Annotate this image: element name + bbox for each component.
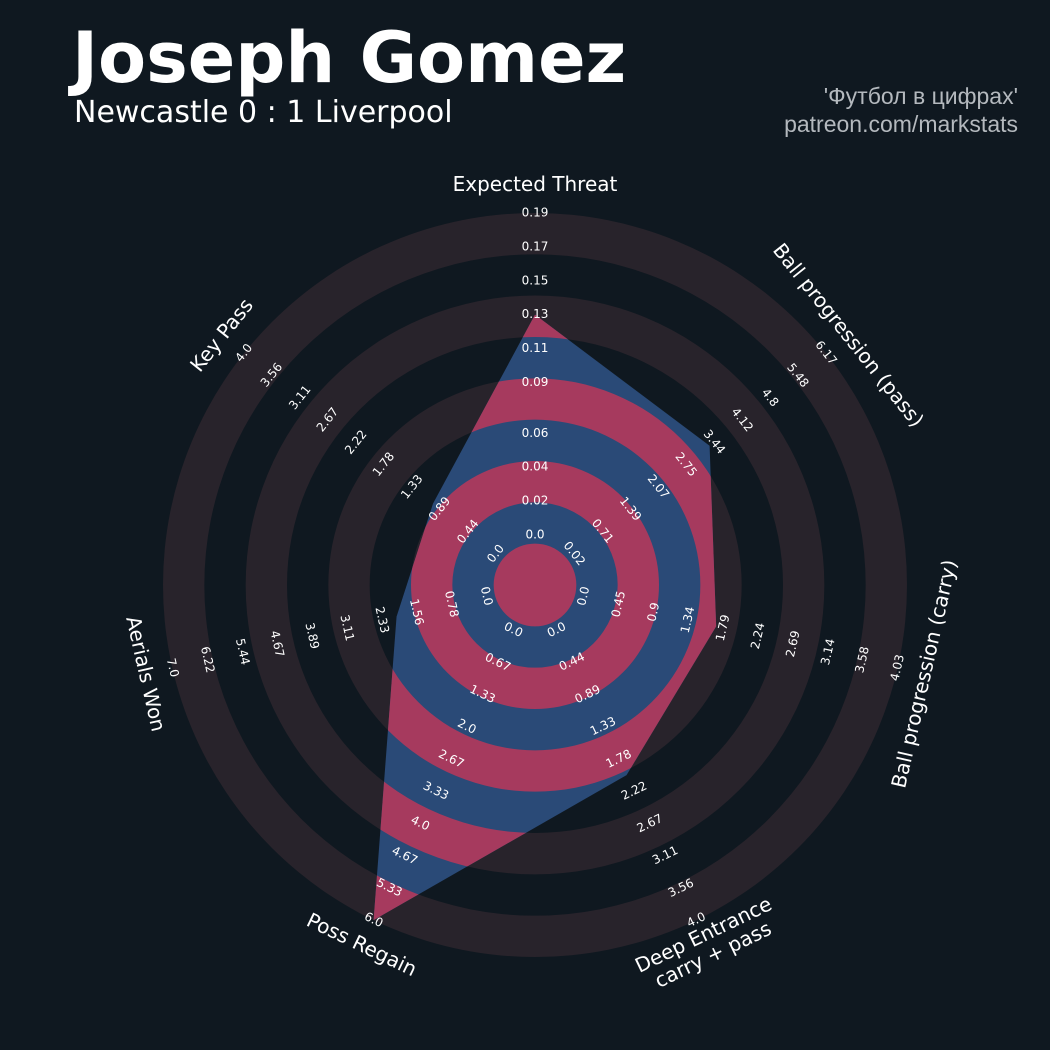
tick-label: 6.22: [198, 645, 218, 674]
tick-label: 4.67: [268, 629, 288, 658]
tick-label: 0.13: [522, 307, 549, 321]
tick-label: 1.34: [678, 605, 698, 634]
tick-label: 0.11: [522, 341, 549, 355]
tick-label: 2.24: [748, 621, 768, 650]
tick-label: 0.0: [478, 585, 496, 607]
tick-label: 3.89: [302, 621, 322, 650]
tick-label: 3.58: [852, 645, 872, 674]
tick-label: 7.0: [164, 657, 182, 679]
polygon-band: [411, 461, 659, 709]
tick-label: 2.69: [783, 629, 803, 658]
tick-label: 0.0: [525, 528, 544, 542]
tick-label: 3.11: [337, 613, 357, 642]
polygon-bands: [373, 314, 717, 921]
tick-label: 0.78: [442, 589, 462, 618]
credit: patreon.com/markstats: [784, 111, 1018, 137]
tick-label: 4.03: [887, 653, 907, 682]
tick-label: 2.33: [372, 605, 392, 634]
credit: 'Футбол в цифрах': [824, 83, 1018, 109]
title: Joseph Gomez: [68, 17, 626, 99]
tick-label: 0.09: [522, 375, 549, 389]
tick-label: 0.0: [574, 585, 592, 607]
param-label-line: Expected Threat: [453, 172, 618, 196]
tick-label: 5.44: [233, 637, 253, 666]
tick-label: 3.14: [818, 637, 838, 666]
tick-label: 1.79: [713, 613, 733, 642]
subtitle: Newcastle 0 : 1 Liverpool: [74, 95, 453, 130]
param-label: Expected Threat: [453, 172, 618, 196]
tick-label: 0.19: [522, 206, 549, 220]
tick-label: 0.04: [522, 460, 549, 474]
tick-label: 0.02: [522, 494, 549, 508]
tick-label: 1.56: [407, 597, 427, 626]
param-label-group: Expected Threat: [453, 172, 618, 196]
tick-label: 0.17: [522, 239, 549, 253]
tick-label: 0.45: [609, 589, 629, 618]
polygon-band: [493, 543, 577, 627]
tick-label: 0.15: [522, 273, 549, 287]
tick-label: 0.06: [522, 426, 549, 440]
tick-label: 0.9: [644, 601, 662, 623]
